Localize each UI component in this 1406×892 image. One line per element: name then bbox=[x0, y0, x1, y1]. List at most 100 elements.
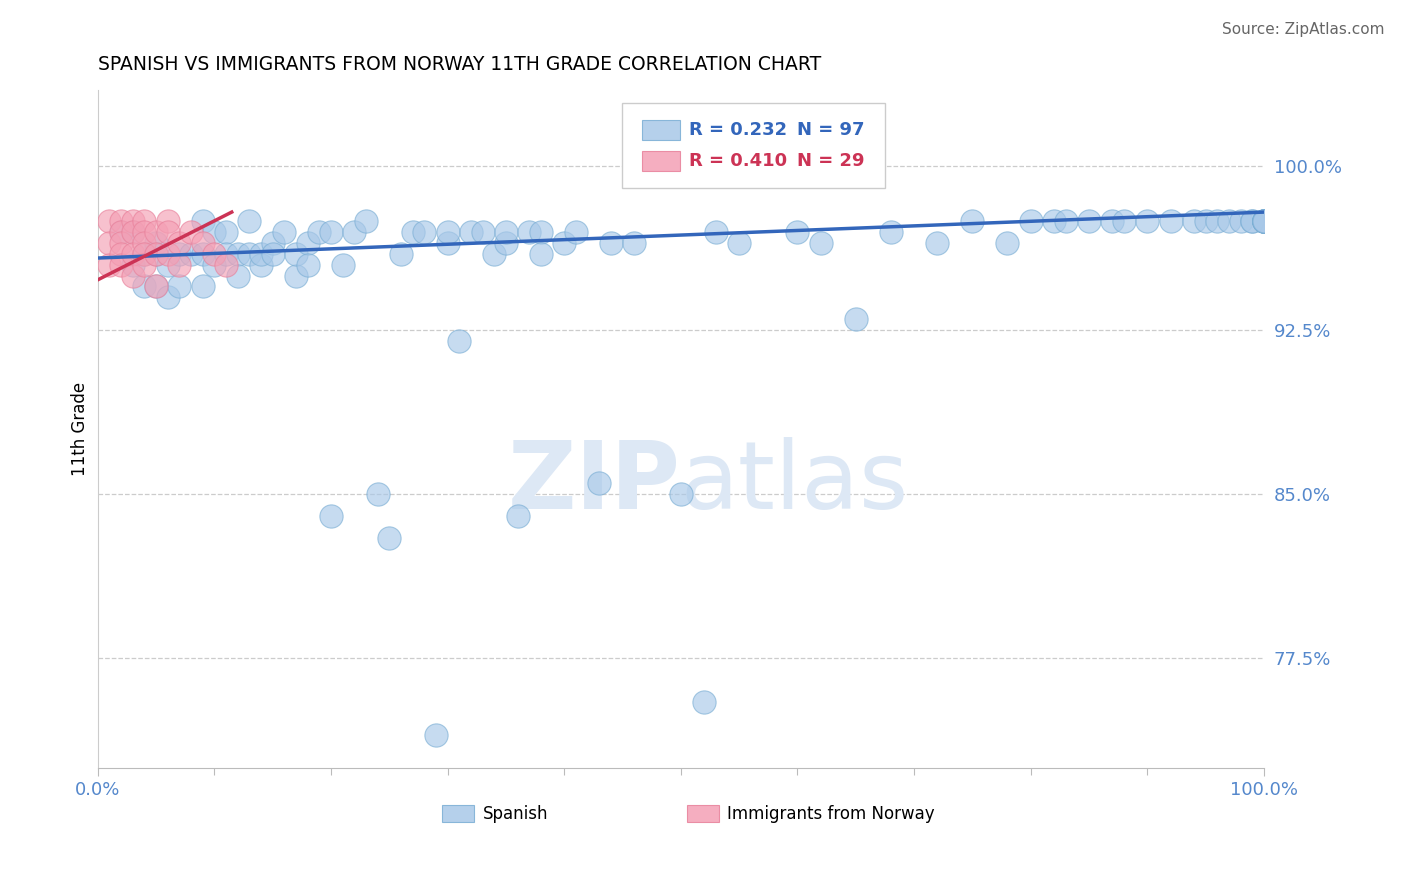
Point bbox=[226, 268, 249, 283]
Point bbox=[845, 312, 868, 326]
Point bbox=[1253, 214, 1275, 228]
Point bbox=[284, 246, 307, 260]
Point bbox=[180, 225, 202, 239]
FancyBboxPatch shape bbox=[643, 151, 679, 171]
Point bbox=[378, 531, 401, 545]
Text: Immigrants from Norway: Immigrants from Norway bbox=[727, 805, 935, 823]
Point bbox=[156, 246, 179, 260]
Point bbox=[250, 246, 273, 260]
Point bbox=[121, 268, 143, 283]
Point bbox=[191, 246, 214, 260]
Point bbox=[425, 728, 447, 742]
Point bbox=[134, 235, 156, 250]
Point bbox=[215, 246, 238, 260]
Text: SPANISH VS IMMIGRANTS FROM NORWAY 11TH GRADE CORRELATION CHART: SPANISH VS IMMIGRANTS FROM NORWAY 11TH G… bbox=[97, 55, 821, 74]
Point bbox=[297, 235, 319, 250]
Point bbox=[145, 225, 167, 239]
Point bbox=[98, 235, 121, 250]
Point bbox=[215, 225, 238, 239]
Point bbox=[1253, 214, 1275, 228]
Text: ZIP: ZIP bbox=[508, 437, 681, 529]
FancyBboxPatch shape bbox=[623, 103, 884, 188]
Point bbox=[436, 235, 458, 250]
Y-axis label: 11th Grade: 11th Grade bbox=[72, 382, 89, 475]
Point bbox=[401, 225, 423, 239]
Point bbox=[530, 246, 553, 260]
Text: Source: ZipAtlas.com: Source: ZipAtlas.com bbox=[1222, 22, 1385, 37]
Point bbox=[997, 235, 1019, 250]
Point bbox=[449, 334, 471, 348]
Point bbox=[191, 279, 214, 293]
Point bbox=[110, 225, 132, 239]
Point bbox=[98, 258, 121, 272]
Point bbox=[202, 246, 225, 260]
Point bbox=[167, 258, 190, 272]
Point bbox=[728, 235, 751, 250]
Point bbox=[134, 279, 156, 293]
Point bbox=[121, 258, 143, 272]
Point bbox=[565, 225, 588, 239]
Point bbox=[250, 258, 273, 272]
Point bbox=[413, 225, 436, 239]
Point bbox=[1218, 214, 1240, 228]
Point bbox=[98, 214, 121, 228]
Point bbox=[134, 246, 156, 260]
Point bbox=[121, 246, 143, 260]
Point bbox=[191, 235, 214, 250]
Point bbox=[145, 279, 167, 293]
Point bbox=[588, 476, 610, 491]
Point bbox=[167, 235, 190, 250]
Point bbox=[460, 225, 482, 239]
Point bbox=[471, 225, 494, 239]
Point bbox=[215, 258, 238, 272]
Point bbox=[180, 246, 202, 260]
FancyBboxPatch shape bbox=[441, 805, 474, 822]
Text: N = 97: N = 97 bbox=[797, 121, 865, 139]
Point bbox=[599, 235, 621, 250]
Point bbox=[530, 225, 553, 239]
Point bbox=[343, 225, 366, 239]
Point bbox=[134, 225, 156, 239]
Point bbox=[1206, 214, 1229, 228]
Text: Spanish: Spanish bbox=[482, 805, 548, 823]
Point bbox=[1253, 214, 1275, 228]
Point bbox=[308, 225, 330, 239]
Point bbox=[226, 246, 249, 260]
Text: N = 29: N = 29 bbox=[797, 152, 865, 169]
Point bbox=[623, 235, 645, 250]
Point bbox=[110, 235, 132, 250]
Text: R = 0.410: R = 0.410 bbox=[689, 152, 787, 169]
Point bbox=[367, 487, 389, 501]
Point bbox=[553, 235, 575, 250]
Point bbox=[156, 225, 179, 239]
Point bbox=[1253, 214, 1275, 228]
Point bbox=[191, 214, 214, 228]
Point bbox=[495, 225, 517, 239]
Point bbox=[517, 225, 540, 239]
Point bbox=[1253, 214, 1275, 228]
Point bbox=[110, 214, 132, 228]
Point bbox=[156, 258, 179, 272]
Point bbox=[134, 258, 156, 272]
Point bbox=[121, 225, 143, 239]
Point bbox=[284, 268, 307, 283]
Point bbox=[110, 258, 132, 272]
Point bbox=[436, 225, 458, 239]
Text: atlas: atlas bbox=[681, 437, 910, 529]
Point bbox=[332, 258, 354, 272]
Point bbox=[1019, 214, 1042, 228]
Point bbox=[238, 214, 260, 228]
Point bbox=[1253, 214, 1275, 228]
Point bbox=[319, 509, 342, 524]
Point bbox=[262, 246, 284, 260]
Point bbox=[145, 246, 167, 260]
Point bbox=[202, 258, 225, 272]
Point bbox=[1182, 214, 1205, 228]
Point bbox=[927, 235, 949, 250]
Point bbox=[110, 246, 132, 260]
Point bbox=[110, 225, 132, 239]
Point bbox=[1136, 214, 1159, 228]
Point bbox=[506, 509, 529, 524]
Point bbox=[273, 225, 295, 239]
Point bbox=[1253, 214, 1275, 228]
